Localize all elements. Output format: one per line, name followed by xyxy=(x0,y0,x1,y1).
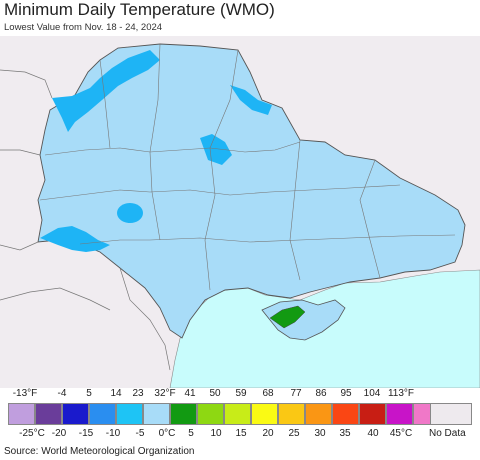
color-swatch xyxy=(143,403,170,425)
f-tick: 50 xyxy=(209,388,220,399)
color-swatch xyxy=(170,403,197,425)
color-scale xyxy=(8,403,440,425)
f-tick: 32°F xyxy=(154,388,175,399)
map-title: Minimum Daily Temperature (WMO) xyxy=(4,0,275,20)
color-swatch xyxy=(8,403,35,425)
f-tick: 77 xyxy=(290,388,301,399)
c-tick: 45°C xyxy=(390,428,412,439)
f-tick: 86 xyxy=(315,388,326,399)
f-tick: 104 xyxy=(364,388,381,399)
c-tick: -25°C xyxy=(19,428,45,439)
celsius-tick-labels: -25°C -20 -15 -10 -5 0°C 5 10 15 20 25 3… xyxy=(0,428,480,442)
color-swatch xyxy=(251,403,278,425)
color-swatch xyxy=(35,403,62,425)
f-tick: 5 xyxy=(86,388,92,399)
color-swatch xyxy=(62,403,89,425)
color-swatch xyxy=(305,403,332,425)
c-tick: 25 xyxy=(288,428,299,439)
fahrenheit-tick-labels: -13°F -4 5 14 23 32°F 41 50 59 68 77 86 … xyxy=(0,388,480,402)
color-swatch xyxy=(359,403,386,425)
c-tick: 40 xyxy=(367,428,378,439)
f-tick: 95 xyxy=(340,388,351,399)
no-data-swatch xyxy=(430,403,472,425)
color-swatch xyxy=(278,403,305,425)
color-swatch xyxy=(197,403,224,425)
c-tick: 35 xyxy=(339,428,350,439)
c-tick: 5 xyxy=(188,428,194,439)
c-tick: 30 xyxy=(314,428,325,439)
f-tick: 14 xyxy=(110,388,121,399)
color-swatch xyxy=(386,403,413,425)
source-attribution: Source: World Meteorological Organizatio… xyxy=(4,446,194,457)
c-tick: -10 xyxy=(106,428,120,439)
f-tick: 113°F xyxy=(388,388,414,399)
f-tick: -4 xyxy=(58,388,67,399)
f-tick: 23 xyxy=(132,388,143,399)
f-tick: 59 xyxy=(235,388,246,399)
c-tick: -20 xyxy=(52,428,66,439)
f-tick: 41 xyxy=(184,388,195,399)
c-tick: 15 xyxy=(235,428,246,439)
c-tick: -5 xyxy=(136,428,145,439)
color-swatch xyxy=(116,403,143,425)
f-tick: 68 xyxy=(262,388,273,399)
color-swatch xyxy=(89,403,116,425)
map-subtitle: Lowest Value from Nov. 18 - 24, 2024 xyxy=(4,22,162,33)
cold-zone-center-west xyxy=(117,203,143,223)
c-tick: 20 xyxy=(262,428,273,439)
color-swatch xyxy=(332,403,359,425)
temperature-map xyxy=(0,36,480,388)
c-tick: 10 xyxy=(210,428,221,439)
color-swatch xyxy=(224,403,251,425)
f-tick: -13°F xyxy=(13,388,38,399)
c-tick: 0°C xyxy=(159,428,176,439)
c-tick: -15 xyxy=(79,428,93,439)
